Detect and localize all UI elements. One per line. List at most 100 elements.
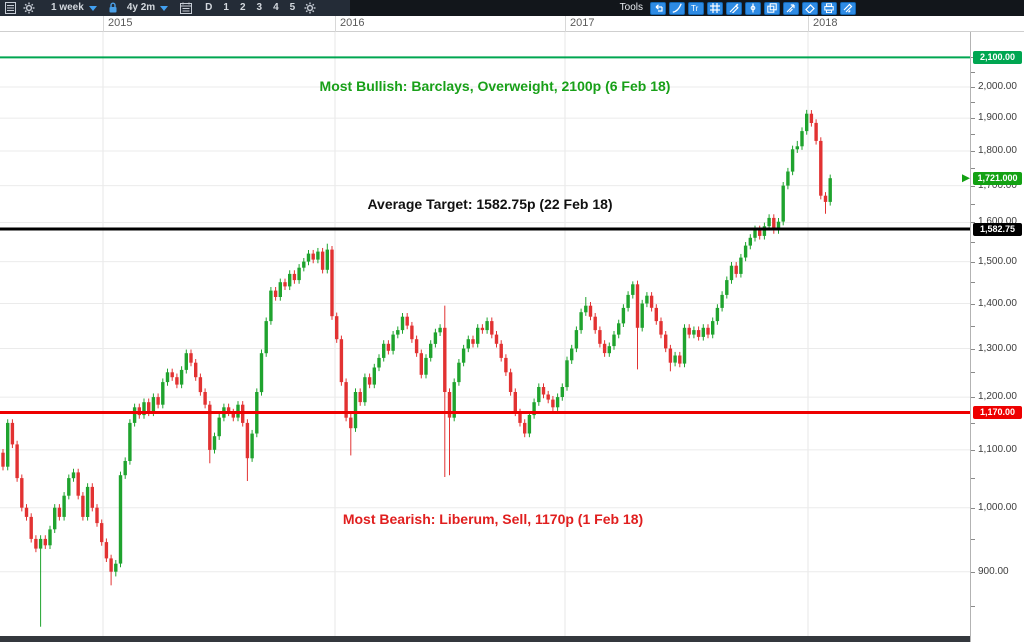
candle — [602, 343, 607, 354]
candle — [1, 452, 5, 467]
candle — [302, 261, 306, 268]
candle — [640, 303, 644, 328]
chevron-down-icon — [160, 5, 169, 11]
candle — [198, 377, 203, 393]
candle — [461, 348, 466, 363]
preset-1-button[interactable]: 1 — [220, 0, 232, 16]
candle — [438, 327, 442, 333]
candle — [34, 538, 38, 549]
y-axis-label: 900.00 — [978, 565, 1009, 577]
timeframe-select[interactable]: 1 week — [51, 0, 97, 16]
candle — [593, 316, 597, 331]
candle — [76, 472, 80, 496]
candle — [701, 327, 705, 337]
y-axis-tick — [971, 241, 975, 243]
year-label: 2018 — [813, 17, 838, 29]
price-axis[interactable]: 900.00 1,000.00 1,100.00 1,200.00 1,300.00 1,… — [970, 32, 1024, 642]
printer-icon[interactable] — [821, 1, 837, 15]
candle — [560, 387, 564, 397]
candle — [565, 360, 569, 388]
candle — [316, 251, 320, 260]
candle — [118, 475, 123, 564]
calendar-icon[interactable] — [179, 1, 193, 15]
y-axis-label: 1,800.00 — [978, 145, 1017, 156]
candle — [649, 295, 654, 308]
candle — [729, 265, 734, 281]
candle — [147, 402, 151, 413]
candle — [692, 330, 696, 335]
preset-4-button[interactable]: 4 — [270, 0, 282, 16]
chart-layout-icon[interactable] — [3, 1, 17, 15]
trend-arrow-icon[interactable] — [783, 1, 799, 15]
y-axis-tick — [971, 507, 975, 509]
candle — [706, 327, 710, 335]
candle — [363, 377, 367, 403]
candle — [485, 321, 489, 331]
candle — [762, 226, 767, 236]
preset-5-button[interactable]: 5 — [287, 0, 299, 16]
year-label: 2015 — [108, 17, 133, 29]
freehand-draw-icon[interactable] — [726, 1, 742, 15]
tools-label: Tools — [619, 2, 643, 13]
candle — [184, 353, 188, 370]
y-axis-tick — [971, 348, 975, 350]
drawing-settings-icon[interactable] — [840, 1, 856, 15]
candle — [273, 290, 278, 297]
candle — [631, 284, 635, 295]
candle — [67, 478, 71, 496]
candle — [161, 382, 165, 405]
curve-line-tool-icon[interactable] — [669, 1, 685, 15]
candle — [546, 394, 550, 400]
range-select[interactable]: 4y 2m — [127, 0, 169, 16]
settings-gear-icon[interactable] — [22, 1, 36, 15]
candle — [400, 316, 405, 331]
y-axis-tick — [971, 325, 975, 327]
candle — [607, 346, 611, 354]
annotation-most-bearish: Most Bearish: Liberum, Sell, 1170p (1 Fe… — [342, 511, 644, 527]
candle — [57, 507, 62, 517]
candle — [311, 253, 315, 260]
preset-2-button[interactable]: 2 — [237, 0, 249, 16]
lock-icon[interactable] — [106, 1, 120, 15]
daily-preset-button[interactable]: D — [202, 0, 215, 16]
y-axis-label: 1,300.00 — [978, 342, 1017, 354]
bottom-scroll-strip[interactable] — [0, 636, 970, 642]
text-tool-icon[interactable]: Tr — [688, 1, 704, 15]
candle — [814, 122, 818, 141]
chart-plot-area[interactable]: Most Bullish: Barclays, Overweight, 2100… — [0, 32, 970, 636]
year-separator — [103, 16, 104, 32]
candle — [264, 321, 268, 354]
year-separator — [808, 16, 809, 32]
candle — [128, 422, 132, 461]
candle — [584, 305, 588, 313]
vertical-line-tool-icon[interactable] — [745, 1, 761, 15]
y-axis-label: 1,000.00 — [978, 501, 1017, 513]
candle — [626, 294, 630, 308]
candle — [480, 327, 485, 331]
crosshair-grid-icon[interactable] — [707, 1, 723, 15]
eraser-icon[interactable] — [802, 1, 818, 15]
candle — [292, 273, 297, 281]
candle — [682, 327, 687, 364]
duplicate-icon[interactable] — [764, 1, 780, 15]
y-axis-tick — [971, 118, 975, 120]
candle — [805, 113, 809, 132]
candle — [339, 339, 344, 383]
y-axis-tick — [971, 571, 975, 573]
candle — [24, 507, 29, 517]
y-axis-tick — [971, 203, 975, 205]
candle — [372, 367, 376, 385]
candle — [245, 422, 250, 459]
candle — [513, 392, 517, 413]
undo-icon[interactable] — [650, 1, 666, 15]
candle — [85, 486, 90, 517]
year-separator — [335, 16, 336, 32]
year-label: 2017 — [570, 17, 595, 29]
candle — [330, 249, 334, 317]
candle — [208, 404, 212, 450]
candle — [109, 558, 113, 572]
x-axis-year-strip[interactable]: 2015 2016 2017 2018 — [0, 16, 1024, 32]
preset-3-button[interactable]: 3 — [254, 0, 266, 16]
candle — [466, 339, 470, 349]
workspace-gear-icon[interactable] — [303, 1, 317, 15]
